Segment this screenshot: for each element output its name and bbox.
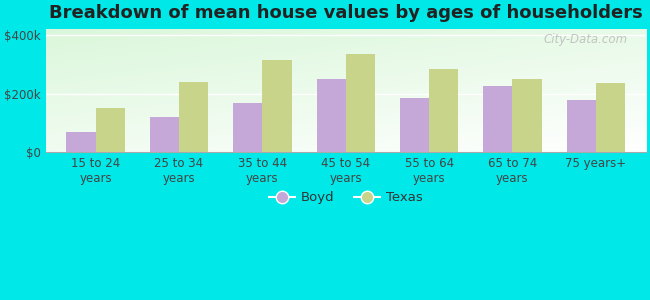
Bar bbox=[233, 103, 263, 152]
Bar bbox=[150, 117, 179, 152]
Bar bbox=[512, 79, 541, 152]
Bar bbox=[179, 82, 208, 152]
Text: City-Data.com: City-Data.com bbox=[543, 33, 628, 46]
Bar bbox=[263, 60, 292, 152]
Bar bbox=[484, 86, 512, 152]
Legend: Boyd, Texas: Boyd, Texas bbox=[264, 186, 428, 210]
Bar bbox=[567, 100, 596, 152]
Title: Breakdown of mean house values by ages of householders: Breakdown of mean house values by ages o… bbox=[49, 4, 643, 22]
Bar bbox=[400, 98, 429, 152]
Bar bbox=[596, 83, 625, 152]
Bar bbox=[317, 79, 346, 152]
Bar bbox=[429, 69, 458, 152]
Bar bbox=[96, 108, 125, 152]
Bar bbox=[66, 132, 96, 152]
Bar bbox=[346, 54, 375, 152]
